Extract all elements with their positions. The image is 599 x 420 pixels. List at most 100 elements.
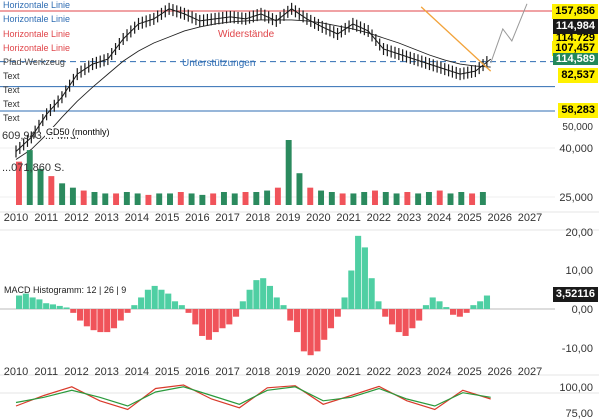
macd-bar — [327, 309, 335, 329]
macd-bar — [70, 309, 77, 313]
macd-bar — [294, 309, 301, 333]
price-tag-support-bottom: 58,283 — [558, 103, 598, 118]
volume-bar — [328, 192, 335, 205]
volume-bar — [458, 192, 465, 205]
macd-bar — [63, 307, 70, 309]
tool-label-path-tool[interactable]: Pfad-Werkzeug — [3, 57, 65, 67]
oscillator-line-green — [15, 386, 491, 407]
price-tag-resistance: 107,457 — [552, 41, 598, 56]
macd-bar — [287, 309, 294, 321]
volume-bar — [307, 187, 314, 205]
tool-label-horizontal-line[interactable]: Horizontale Linie — [3, 29, 71, 39]
tool-label-text[interactable]: Text — [3, 113, 20, 123]
volume-bar — [156, 193, 163, 205]
macd-bar — [388, 309, 396, 325]
macd-bar — [110, 309, 118, 329]
macd-bar — [219, 309, 226, 329]
volume-bar — [447, 193, 454, 205]
macd-bar — [151, 285, 158, 309]
volume-bar — [188, 193, 195, 205]
macd-bar — [192, 309, 199, 325]
support-annotation[interactable]: Unterstützungen — [182, 58, 256, 69]
year-tick: 2013 — [94, 366, 118, 378]
year-tick: 2025 — [457, 366, 481, 378]
macd-bar — [314, 309, 321, 352]
year-tick: 2016 — [185, 212, 209, 224]
volume-bar — [69, 187, 76, 205]
year-tick: 2015 — [155, 366, 179, 378]
volume-bar — [425, 192, 432, 205]
volume-bar — [479, 192, 486, 205]
macd-bar — [463, 309, 470, 313]
macd-bar — [144, 289, 151, 309]
tool-label-text[interactable]: Text — [3, 99, 20, 109]
volume-bar — [16, 161, 22, 205]
tool-label-text[interactable]: Text — [3, 71, 20, 81]
macd-bar — [253, 280, 260, 309]
macd-bar — [97, 309, 104, 333]
macd-value-tag: 3,52116 — [552, 287, 598, 302]
volume-axis-tick: 25,000 — [559, 192, 593, 204]
tool-label-horizontal-line[interactable]: Horizontale Linie — [3, 0, 71, 10]
projection-path — [490, 3, 528, 64]
macd-bar — [307, 309, 314, 356]
year-tick: 2017 — [215, 212, 239, 224]
volume-bar — [469, 193, 476, 205]
volume-bar — [296, 173, 303, 205]
year-tick: 2026 — [488, 366, 512, 378]
volume-bar — [393, 193, 400, 205]
year-tick: 2021 — [336, 366, 360, 378]
macd-bar — [334, 309, 341, 317]
resistance-annotation[interactable]: Widerstände — [218, 29, 275, 40]
macd-bar — [395, 309, 402, 333]
macd-bar — [382, 309, 389, 317]
macd-histogram — [16, 235, 491, 356]
macd-histogram-label: MACD Histogramm: 12 | 26 | 9 — [4, 285, 127, 295]
volume-bar — [415, 193, 422, 205]
year-tick: 2014 — [125, 366, 149, 378]
volume-bar — [382, 192, 389, 205]
macd-bar — [36, 299, 43, 309]
macd-bar — [246, 289, 253, 309]
volume-bar — [48, 176, 55, 205]
year-tick: 2024 — [427, 366, 451, 378]
macd-bar — [226, 309, 233, 325]
tool-label-text[interactable]: Text — [3, 85, 20, 95]
year-tick: 2011 — [34, 366, 58, 378]
macd-bar — [77, 309, 84, 321]
macd-bar — [205, 309, 212, 340]
volume-bar — [134, 193, 141, 205]
macd-bar — [199, 309, 206, 336]
macd-bar — [300, 309, 307, 352]
macd-bar — [422, 305, 429, 309]
year-tick: 2017 — [215, 366, 239, 378]
macd-bar — [456, 309, 463, 317]
macd-bar — [165, 293, 172, 309]
macd-bar — [29, 297, 36, 309]
macd-bar — [233, 309, 240, 317]
oscillator-axis-tick: 100,00 — [559, 382, 593, 394]
volume-bar — [210, 193, 217, 205]
macd-bar — [368, 278, 375, 309]
tool-label-horizontal-line[interactable]: Horizontale Linie — [3, 14, 71, 24]
macd-bar — [409, 309, 416, 329]
year-tick: 2022 — [367, 212, 391, 224]
macd-bar — [483, 295, 491, 309]
price-tag-resistance-top: 157,856 — [552, 4, 598, 19]
volume-bar — [264, 190, 271, 205]
volume-bar — [361, 192, 368, 205]
volume-bar — [231, 193, 238, 205]
macd-bar — [348, 270, 355, 309]
year-tick: 2016 — [185, 366, 209, 378]
year-tick: 2010 — [4, 366, 28, 378]
macd-bar — [239, 301, 246, 309]
macd-bar — [429, 297, 436, 309]
macd-bar — [124, 309, 131, 313]
macd-bar — [178, 305, 185, 309]
year-tick: 2018 — [246, 212, 270, 224]
volume-bar — [123, 192, 130, 205]
year-tick: 2011 — [34, 212, 58, 224]
tool-label-horizontal-line[interactable]: Horizontale Linie — [3, 43, 71, 53]
volume-bars — [16, 140, 486, 205]
